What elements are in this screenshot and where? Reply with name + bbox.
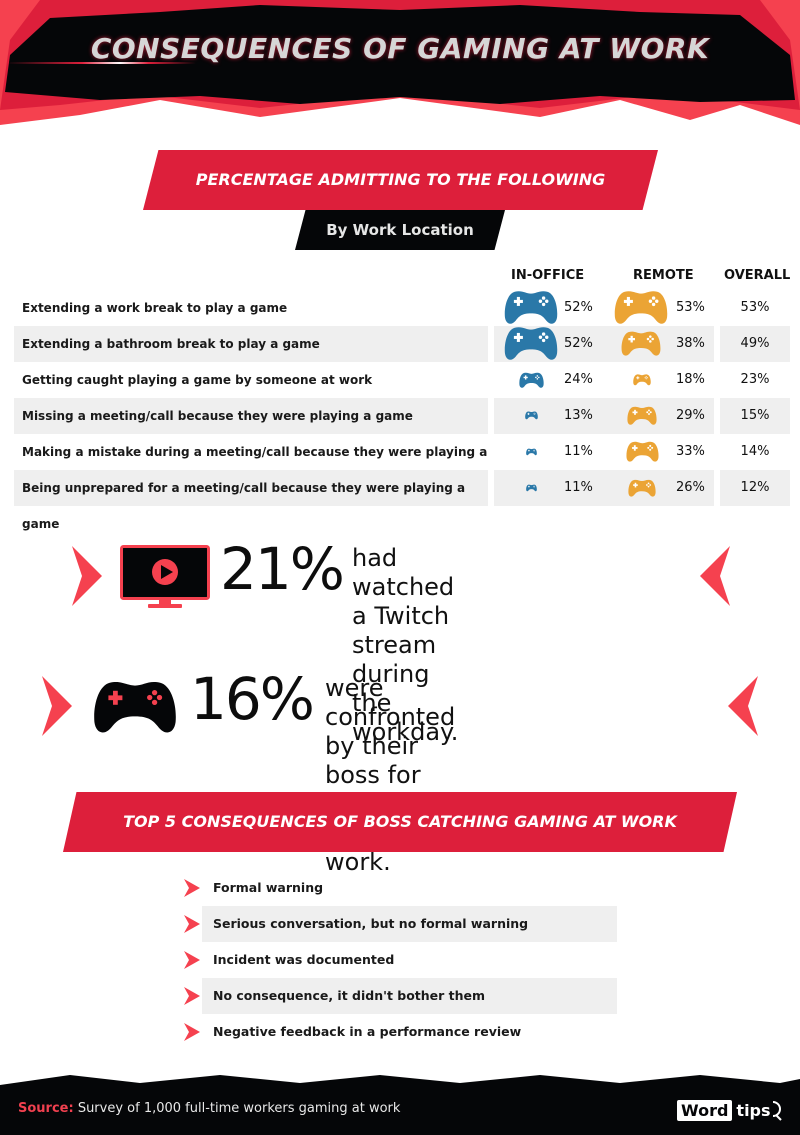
list-item: No consequence, it didn't bother them	[182, 978, 617, 1014]
source-text: Survey of 1,000 full-time workers gaming…	[73, 1101, 401, 1116]
stat-value: 21%	[220, 535, 345, 603]
source-note: Source: Survey of 1,000 full-time worker…	[18, 1101, 400, 1116]
page-title: CONSEQUENCES OF GAMING AT WORK	[90, 32, 710, 65]
logo-word: Word	[677, 1099, 733, 1121]
gamepad-icon	[525, 411, 538, 420]
table-row: Making a mistake during a meeting/call b…	[14, 434, 790, 495]
tv-play-icon	[120, 545, 210, 608]
in-office-value: 52%	[564, 336, 593, 351]
in-office-value: 24%	[564, 372, 593, 387]
overall-value: 23%	[740, 372, 770, 387]
in-office-value: 11%	[564, 480, 593, 495]
overall-value: 15%	[720, 398, 790, 434]
footer	[0, 1075, 800, 1135]
subtitle-by-work-location: By Work Location	[295, 210, 505, 250]
row-label: Extending a bathroom break to play a gam…	[14, 326, 488, 362]
table-row: Extending a work break to play a game 52…	[14, 290, 790, 326]
in-office-value: 13%	[564, 408, 593, 423]
in-office-remote-cell: 52% 38%	[494, 326, 714, 362]
chevron-right-icon	[184, 1023, 200, 1041]
column-header-remote: REMOTE	[633, 268, 694, 283]
overall-value: 14%	[740, 444, 770, 459]
table-row: Being unprepared for a meeting/call beca…	[14, 470, 790, 531]
section-banner-top5: TOP 5 CONSEQUENCES OF BOSS CATCHING GAMI…	[63, 792, 737, 852]
gamepad-icon	[621, 330, 661, 358]
in-office-remote-cell: 52% 53%	[494, 290, 714, 326]
gamepad-icon	[94, 682, 176, 733]
in-office-remote-cell: 13% 29%	[494, 398, 714, 434]
table-row: Missing a meeting/call because they were…	[14, 398, 790, 434]
table-row: Extending a bathroom break to play a gam…	[14, 326, 790, 362]
chevron-right-icon	[184, 915, 200, 933]
consequence-label: Negative feedback in a performance revie…	[213, 1024, 522, 1039]
magnifier-icon	[772, 1101, 782, 1121]
in-office-value: 11%	[564, 444, 593, 459]
stat-value: 16%	[190, 665, 315, 733]
in-office-remote-cell: 11% 33%	[494, 434, 714, 470]
header-background	[0, 0, 800, 125]
list-item: Negative feedback in a performance revie…	[182, 1014, 617, 1050]
row-label: Extending a work break to play a game	[22, 301, 288, 315]
remote-value: 33%	[676, 444, 705, 459]
gamepad-icon	[633, 374, 651, 386]
chevron-right-icon	[184, 951, 200, 969]
stat-description: had watched a Twitch stream during the w…	[352, 544, 458, 747]
consequence-label: Incident was documented	[213, 952, 395, 967]
footer-background	[0, 1075, 800, 1135]
stat-line-1: were confronted by their	[325, 674, 456, 760]
row-label: Getting caught playing a game by someone…	[22, 373, 373, 387]
remote-value: 38%	[676, 336, 705, 351]
wordtips-logo: Word tips	[677, 1097, 783, 1123]
arrow-right-icon	[72, 546, 102, 606]
stat-line-1: had watched a Twitch	[352, 544, 455, 630]
overall-value: 53%	[740, 300, 770, 315]
in-office-value: 52%	[564, 300, 593, 315]
stat-line-2: stream during the workday.	[352, 631, 459, 746]
gamepad-icon	[504, 326, 558, 362]
gamepad-icon	[628, 479, 656, 498]
gamepad-icon	[614, 290, 668, 326]
gamepad-icon	[519, 372, 544, 389]
consequence-label: Serious conversation, but no formal warn…	[213, 916, 529, 931]
gamepad-icon	[526, 448, 537, 456]
gamepad-icon	[504, 290, 558, 326]
remote-value: 18%	[676, 372, 705, 387]
in-office-remote-cell: 24% 18%	[494, 362, 714, 398]
list-item: Incident was documented	[182, 942, 617, 978]
arrow-right-icon	[42, 676, 72, 736]
list-item: Serious conversation, but no formal warn…	[182, 906, 617, 942]
remote-value: 29%	[676, 408, 705, 423]
list-item: Formal warning	[182, 870, 617, 906]
overall-value: 12%	[720, 470, 790, 506]
arrow-left-icon	[728, 676, 758, 736]
row-label: Making a mistake during a meeting/call b…	[22, 445, 488, 495]
title-light-streak	[6, 62, 196, 64]
gamepad-icon	[627, 406, 657, 426]
consequence-label: No consequence, it didn't bother them	[213, 988, 486, 1003]
column-header-overall: OVERALL	[724, 268, 791, 283]
consequence-label: Formal warning	[213, 880, 324, 895]
overall-value: 49%	[720, 326, 790, 362]
row-label: Missing a meeting/call because they were…	[14, 398, 488, 434]
gamepad-icon	[526, 484, 537, 492]
header: CONSEQUENCES OF GAMING AT WORK	[0, 0, 800, 125]
in-office-remote-cell: 11% 26%	[494, 470, 714, 506]
remote-value: 53%	[676, 300, 705, 315]
remote-value: 26%	[676, 480, 705, 495]
gamepad-icon	[626, 441, 659, 463]
row-label: Being unprepared for a meeting/call beca…	[14, 470, 488, 531]
table-row: Getting caught playing a game by someone…	[14, 362, 790, 398]
chevron-right-icon	[184, 987, 200, 1005]
section-banner-percentage: PERCENTAGE ADMITTING TO THE FOLLOWING	[143, 150, 658, 210]
arrow-left-icon	[700, 546, 730, 606]
chevron-right-icon	[184, 879, 200, 897]
column-header-in-office: IN-OFFICE	[511, 268, 585, 283]
source-label: Source:	[18, 1101, 74, 1116]
logo-tips: tips	[736, 1100, 771, 1120]
